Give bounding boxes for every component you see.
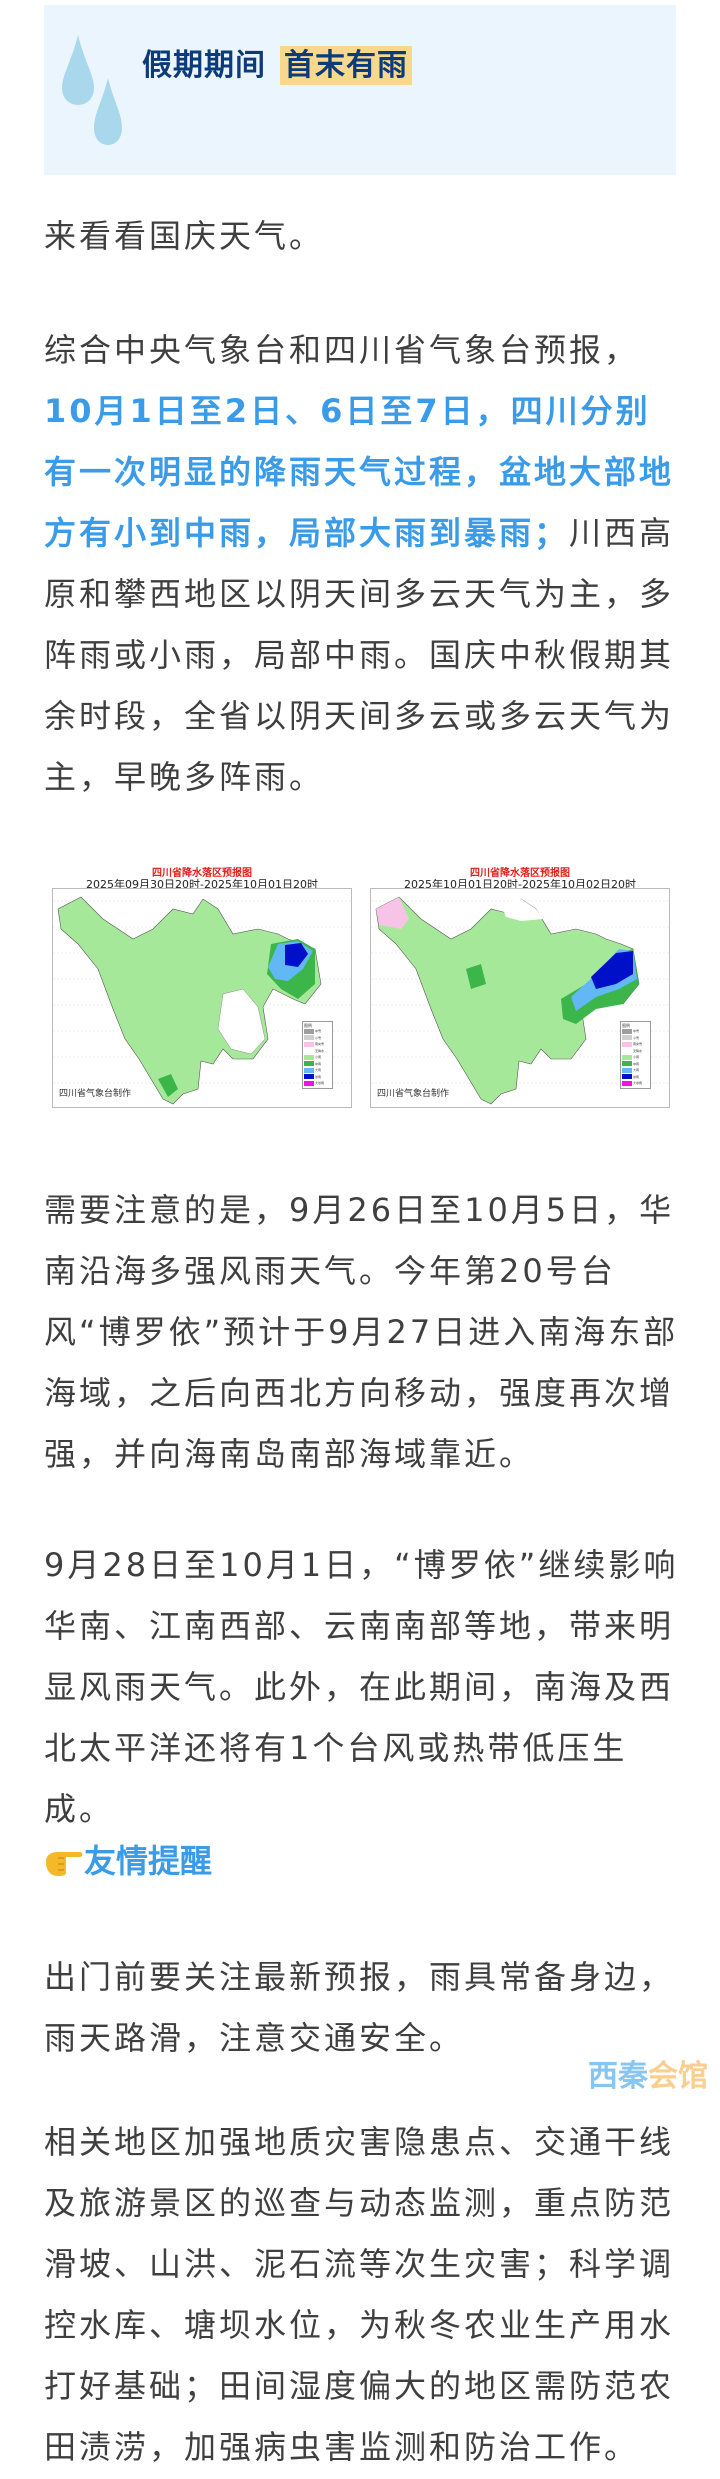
reminder-paragraph-2: 相关地区加强地质灾害隐患点、交通干线及旅游景区的巡查与动态监测，重点防范滑坡、山… [44,2123,675,2466]
reminder-heading-text: 友情提醒 [84,1842,213,1880]
map-panel-2: 四川省降水落区预报图 2025年10月01日20时-2025年10月02日20时… [370,846,670,1116]
legend-title: 图例 [304,1023,312,1028]
precipitation-maps-image: 四川省降水落区预报图 2025年09月30日20时-2025年10月01日20时… [44,846,676,1116]
legend-item: 无降水 [622,1048,649,1055]
map-maker: 四川省气象台制作 [377,1089,450,1099]
legend-item: 暴雨 [622,1074,649,1081]
legend-item: 中雪 [304,1028,331,1035]
watermark-part2: 会馆 [648,2059,708,2094]
sichuan-map [371,896,669,1105]
legend-item: 大雨 [304,1067,331,1074]
legend-item: 暴雨 [304,1074,331,1081]
legend-item: 大暴雨 [622,1080,649,1087]
forecast-lead: 综合中央气象台和四川省气象台预报， [44,331,640,369]
legend-item: 小雪 [304,1035,331,1042]
legend-item: 大暴雨 [304,1080,331,1087]
legend-item: 大雨 [622,1067,649,1074]
legend-item: 中雨 [622,1061,649,1068]
map-title: 四川省降水落区预报图 [152,868,252,879]
legend-item: 雨夹雪 [304,1041,331,1048]
reminder-paragraph-1: 出门前要关注最新预报，雨具常备身边，雨天路滑，注意交通安全。 [44,1958,675,2057]
map-legend: 图例 中雪 小雪 雨夹雪 无降水 小雨 中雨 大雨 暴雨 大暴雨 [302,1021,333,1089]
typhoon-paragraph: 需要注意的是，9月26日至10月5日，华南沿海多强风雨天气。今年第20号台风“博… [44,1191,679,1473]
watermark-part1: 西秦 [588,2059,648,2094]
legend-item: 中雨 [304,1061,331,1068]
map-maker: 四川省气象台制作 [59,1089,132,1099]
typhoon-impact-paragraph: 9月28日至10月1日，“博罗依”继续影响华南、江南西部、云南南部等地，带来明显… [44,1546,679,1828]
legend-item: 小雨 [304,1054,331,1061]
raindrops-icon [62,35,122,145]
title-highlight: 首末有雨 [280,46,412,85]
legend-item: 小雨 [622,1054,649,1061]
sichuan-map [53,896,351,1105]
forecast-tail: 川西高原和攀西地区以阴天间多云天气为主，多阵雨或小雨，局部中雨。国庆中秋假期其余… [44,514,675,796]
watermark-logo: 西秦会馆 [588,2057,708,2097]
legend-title: 图例 [622,1023,630,1028]
map-period: 2025年10月01日20时-2025年10月02日20时 [404,878,636,891]
legend-item: 雨夹雪 [622,1041,649,1048]
intro-paragraph: 来看看国庆天气。 [44,217,325,255]
pointing-hand-icon [46,1851,83,1876]
forecast-paragraph: 综合中央气象台和四川省气象台预报， 10月1日至2日、6日至7日，四川分别有一次明… [44,320,680,808]
legend-item: 无降水 [304,1048,331,1055]
legend-item: 小雪 [622,1035,649,1042]
section-title: 假期期间 首末有雨 [142,44,412,88]
map-title: 四川省降水落区预报图 [470,868,570,879]
map-panel-1: 四川省降水落区预报图 2025年09月30日20时-2025年10月01日20时… [52,846,352,1116]
map-period: 2025年09月30日20时-2025年10月01日20时 [86,878,318,891]
legend-item: 中雪 [622,1028,649,1035]
section-header [44,5,676,175]
map-legend: 图例 中雪 小雪 雨夹雪 无降水 小雨 中雨 大雨 暴雨 大暴雨 [620,1021,651,1089]
reminder-heading: 友情提醒 [44,1831,212,1892]
title-part1: 假期期间 [142,48,266,83]
forecast-highlight: 10月1日至2日、6日至7日，四川分别有一次明显的降雨天气过程，盆地大部地方有小… [44,392,675,552]
